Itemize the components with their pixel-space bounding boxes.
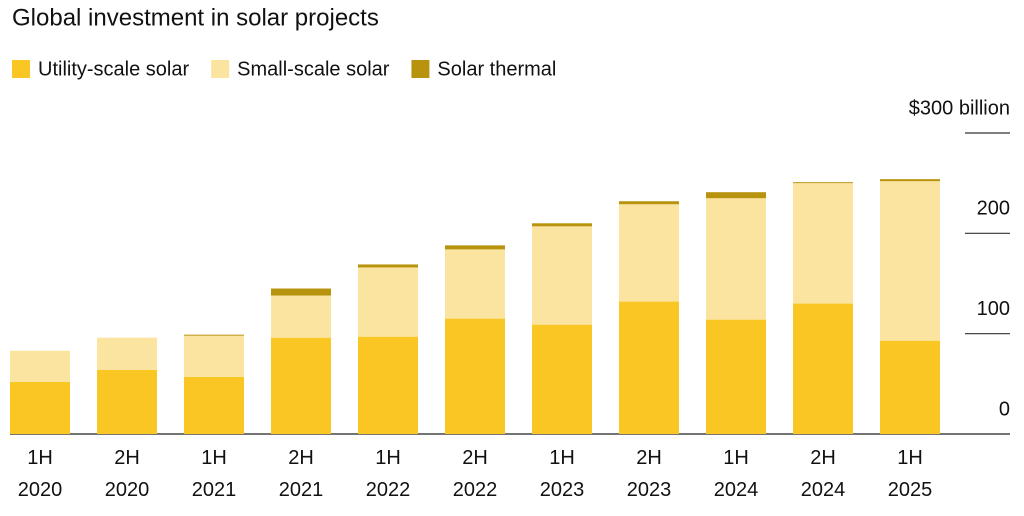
bar-segment	[619, 301, 679, 434]
legend-label: Utility-scale solar	[38, 58, 189, 80]
bar-segment	[445, 245, 505, 250]
x-tick-label: 1H 2025	[887, 447, 933, 501]
bar-segment	[271, 337, 331, 434]
bar-segment	[10, 381, 70, 434]
x-tick-label: 2H 2020	[104, 447, 150, 501]
x-tick-label: 2H 2021	[278, 447, 324, 501]
bar-segment	[358, 264, 418, 268]
legend-label: Small-scale solar	[237, 58, 390, 80]
bar-segment	[706, 319, 766, 434]
legend-swatch	[411, 60, 430, 78]
bar-segment	[532, 324, 592, 434]
bar-segment	[184, 334, 244, 336]
bar-segment	[271, 288, 331, 296]
bar-segment	[880, 179, 940, 182]
y-tick-label: 0	[999, 398, 1010, 420]
bar-segment	[532, 223, 592, 227]
bar-segment	[793, 183, 853, 304]
bar-segment	[358, 336, 418, 434]
chart-title: Global investment in solar projects	[12, 4, 379, 31]
legend-swatch	[12, 60, 30, 78]
x-tick-label: 2H 2022	[452, 447, 498, 501]
bar-segment	[97, 337, 157, 370]
bar-segment	[793, 303, 853, 434]
bar-segment	[706, 198, 766, 320]
x-tick-label: 2H 2023	[626, 447, 672, 501]
x-tick-label: 1H 2020	[17, 447, 63, 501]
bar-segment	[532, 226, 592, 325]
bar-segment	[619, 201, 679, 205]
bar-segment	[619, 204, 679, 302]
bar-segment	[358, 267, 418, 337]
bar-segment	[271, 295, 331, 338]
y-tick-label: 100	[977, 298, 1010, 320]
y-tick-label: $300 billion	[909, 97, 1010, 119]
x-tick-label: 2H 2024	[800, 447, 846, 501]
bar-segment	[445, 249, 505, 319]
x-tick-label: 1H 2023	[539, 447, 585, 501]
x-tick-label: 1H 2021	[191, 447, 237, 501]
bar-segment	[97, 369, 157, 434]
legend-swatch	[211, 60, 230, 78]
bar-segment	[706, 192, 766, 199]
bar-segment	[10, 350, 70, 382]
x-tick-label: 1H 2024	[713, 447, 759, 501]
bar-segment	[184, 376, 244, 434]
x-tick-label: 1H 2022	[365, 447, 411, 501]
bar-segment	[793, 182, 853, 184]
bar-segment	[880, 181, 940, 341]
bar-segment	[184, 335, 244, 377]
y-tick-label: 200	[977, 198, 1010, 220]
bar-segment	[880, 340, 940, 434]
bar-segment	[445, 318, 505, 434]
legend-label: Solar thermal	[437, 58, 556, 80]
